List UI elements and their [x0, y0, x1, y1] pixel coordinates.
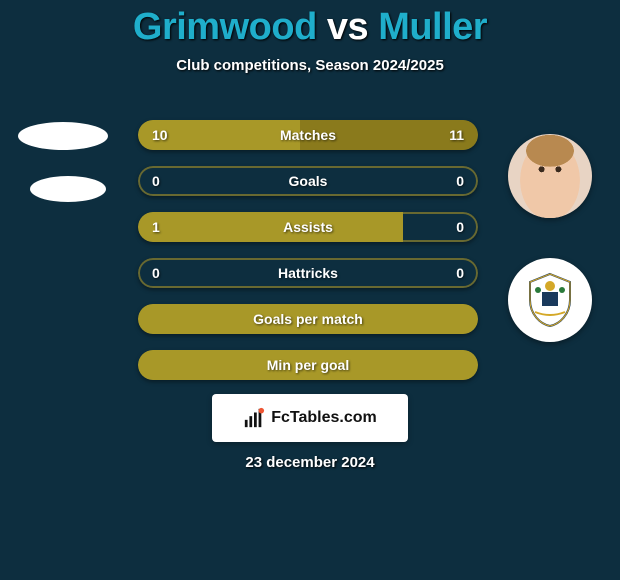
player1-avatar-placeholder-top: [18, 122, 108, 150]
stat-value-left: 1: [152, 219, 160, 235]
title-vs: vs: [327, 6, 368, 48]
player1-avatar-placeholder-bottom: [30, 176, 106, 202]
date-label: 23 december 2024: [0, 454, 620, 471]
stat-label: Matches: [280, 127, 336, 143]
stat-value-right: 0: [456, 265, 464, 281]
stat-label: Min per goal: [267, 357, 349, 373]
branding-text: FcTables.com: [271, 409, 377, 427]
stat-label: Goals per match: [253, 311, 363, 327]
title-player1: Grimwood: [133, 6, 317, 48]
subtitle: Club competitions, Season 2024/2025: [0, 57, 620, 74]
fctables-logo-icon: [243, 407, 265, 429]
title-player2: Muller: [378, 6, 487, 48]
bar-fill-left: [138, 212, 403, 242]
player2-club-crest: [508, 258, 592, 342]
player2-face-icon: [508, 134, 592, 218]
page-title: Grimwood vs Muller: [0, 0, 620, 49]
stat-row: Goals 0 0: [138, 166, 478, 196]
stat-row: Hattricks 0 0: [138, 258, 478, 288]
crest-icon: [520, 270, 580, 330]
comparison-bars: Matches1011Goals00Assists10Hattricks00Go…: [138, 120, 478, 396]
stat-value-left: 0: [152, 265, 160, 281]
stat-row: Goals per match: [138, 304, 478, 334]
stat-value-left: 0: [152, 173, 160, 189]
stat-value-right: 11: [449, 127, 464, 143]
stat-label: Hattricks: [278, 265, 338, 281]
stat-row: Min per goal: [138, 350, 478, 380]
stat-label: Assists: [283, 219, 333, 235]
stat-value-left: 10: [152, 127, 168, 143]
stat-row: Assists 1 0: [138, 212, 478, 242]
stat-value-right: 0: [456, 219, 464, 235]
stat-label: Goals: [289, 173, 328, 189]
branding-badge: FcTables.com: [212, 394, 408, 442]
stat-value-right: 0: [456, 173, 464, 189]
stat-row: Matches 10 11: [138, 120, 478, 150]
player2-avatar: [508, 134, 592, 218]
